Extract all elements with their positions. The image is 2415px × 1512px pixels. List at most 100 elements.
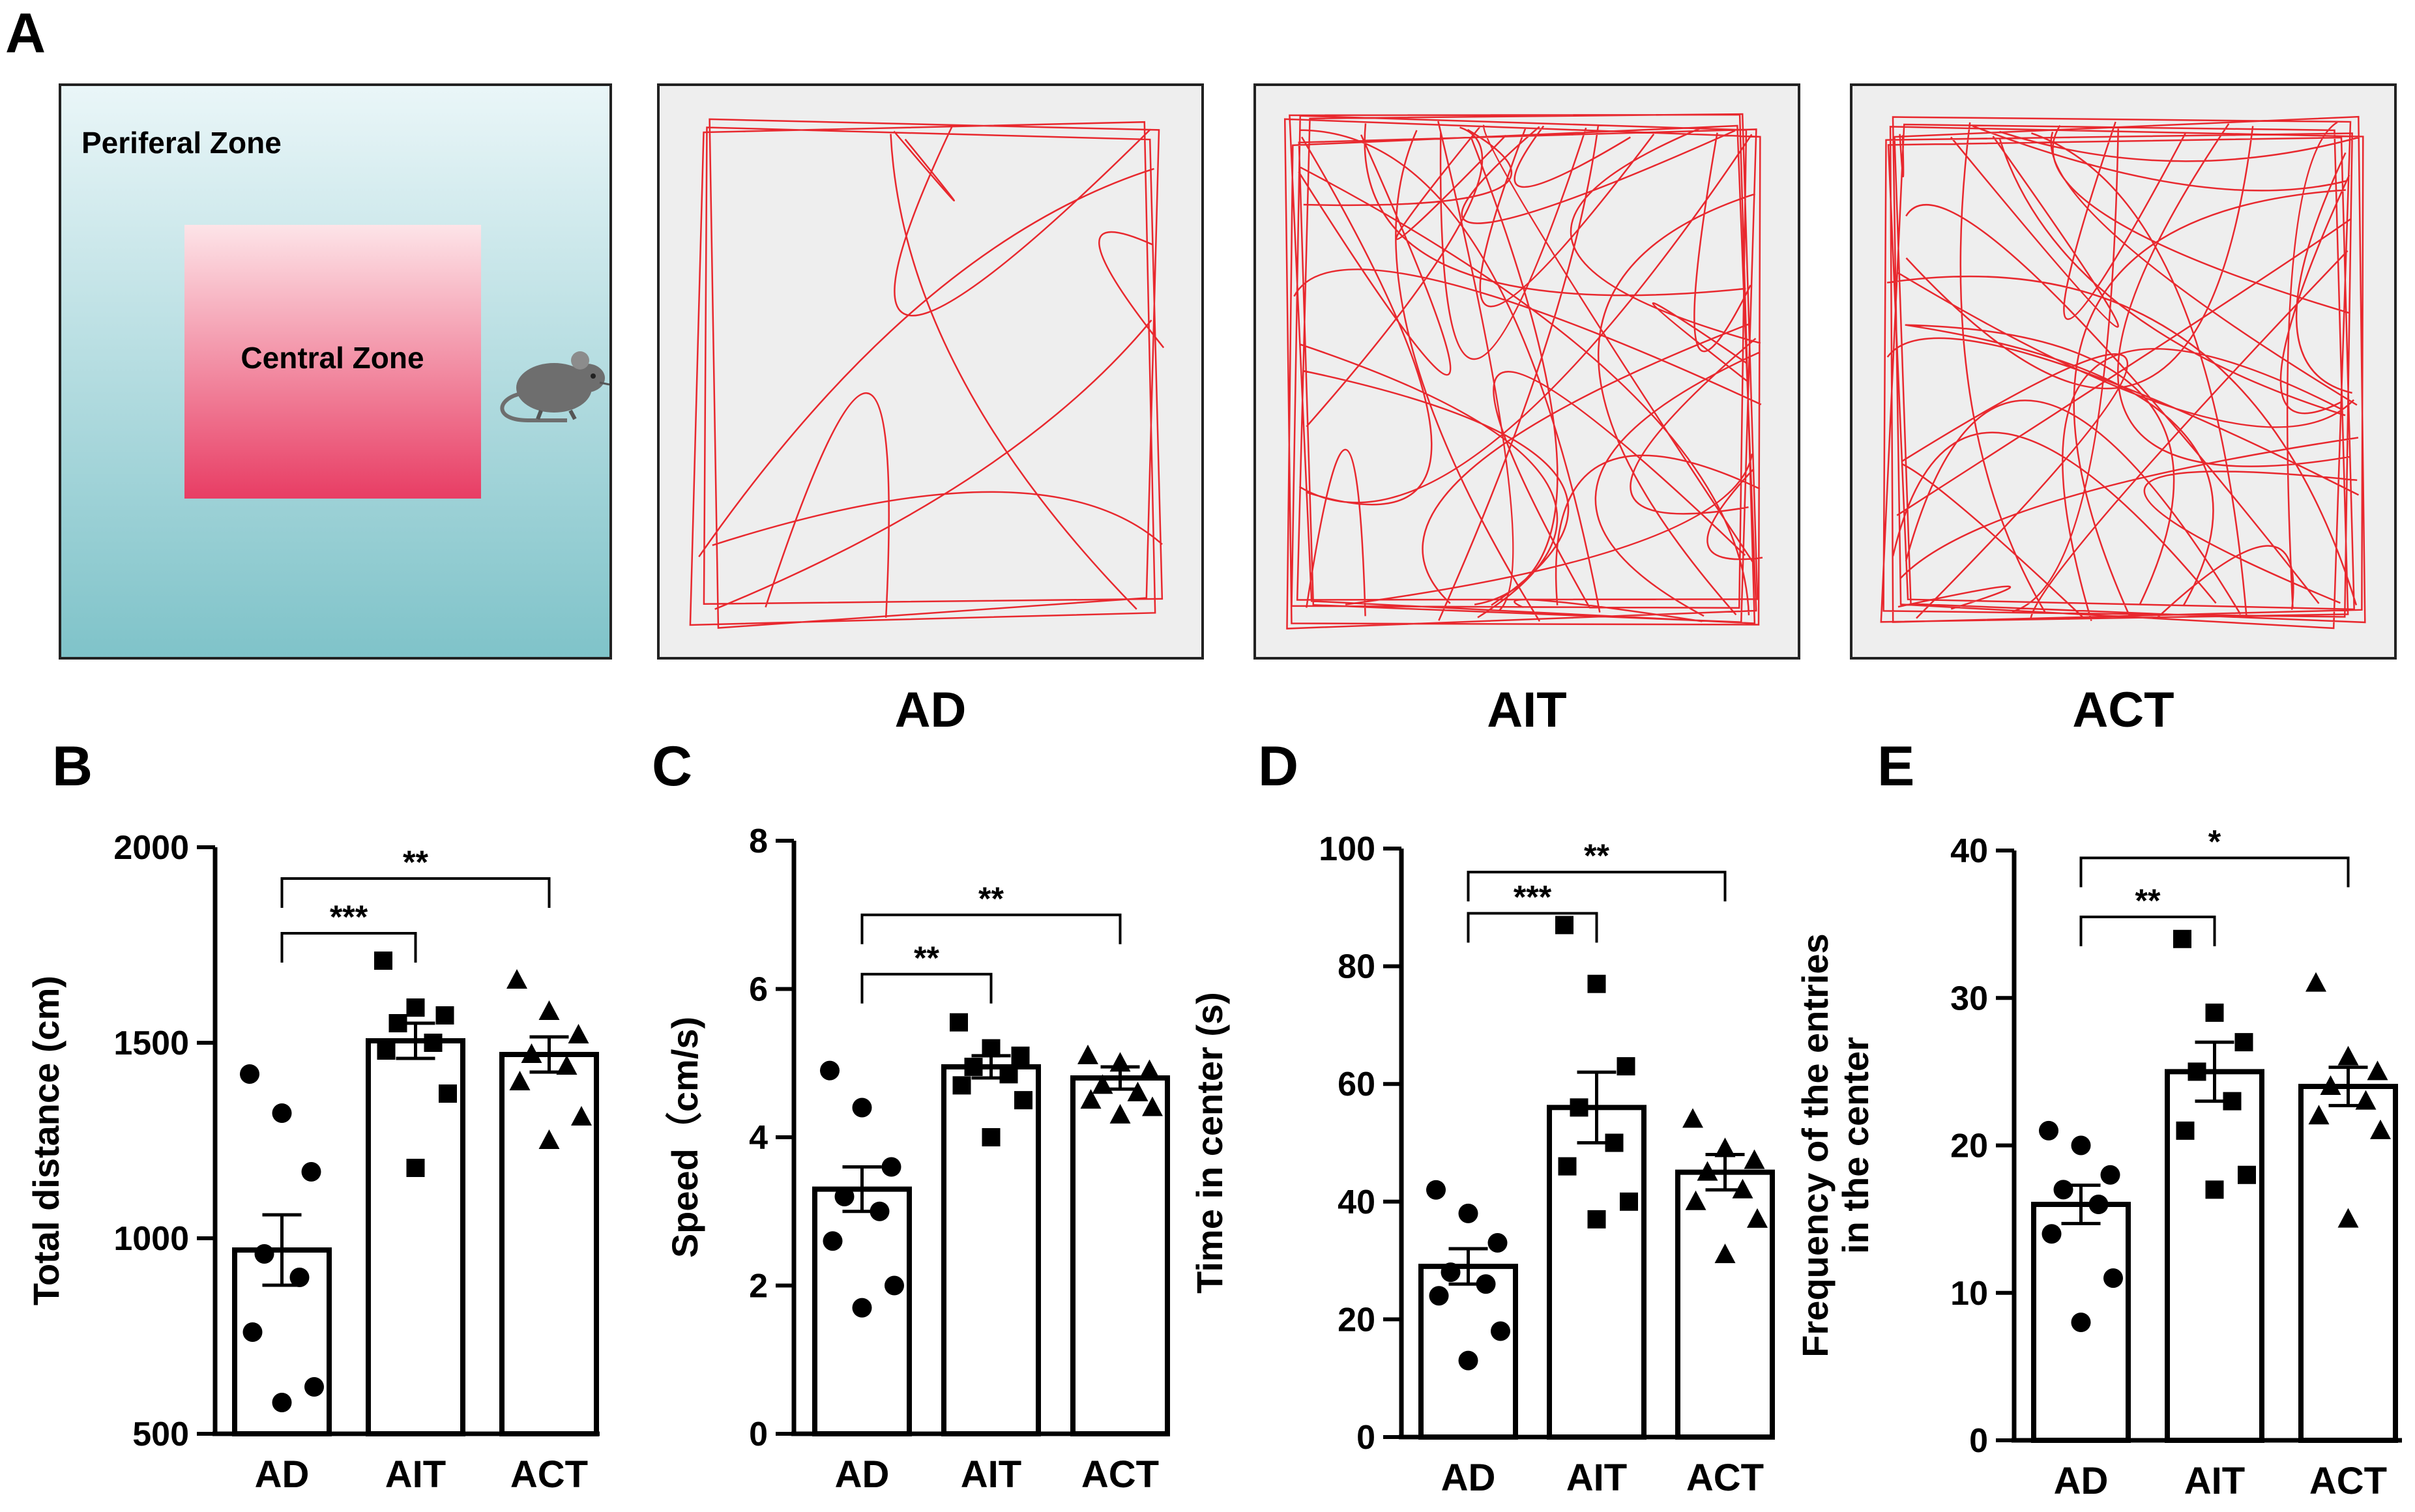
data-point-ad (272, 1393, 292, 1412)
chart-panel-c: C 0 2 4 6 8 Speed（cm/s) AD AIT ACT ** ** (652, 735, 1170, 1496)
data-point-ait (1605, 1133, 1624, 1152)
central-zone-label: Central Zone (241, 341, 424, 375)
track-plot-ad: AD (657, 83, 1204, 738)
category-label: ACT (2309, 1460, 2387, 1502)
y-tick-label: 6 (749, 971, 768, 1009)
data-point-ait (952, 1076, 971, 1095)
data-point-ait (406, 998, 425, 1017)
significance-label: ** (403, 844, 428, 880)
bar-ait (366, 1038, 465, 1436)
data-point-act (538, 1129, 560, 1149)
track-path (1880, 115, 2366, 630)
y-axis-title-line: Frequency of the entries (1794, 933, 1836, 1357)
significance-bracket (2079, 856, 2350, 888)
data-point-ad (2088, 1195, 2109, 1214)
data-point-act (556, 1055, 578, 1075)
data-point-ad (852, 1298, 872, 1318)
data-point-ait (1587, 974, 1606, 993)
significance-label: ** (2135, 882, 2161, 919)
data-point-act (1714, 1137, 1736, 1157)
y-axis-title-line: Time in center (s) (1189, 992, 1230, 1294)
y-tick-label: 40 (1950, 832, 1988, 870)
data-point-ait (377, 1041, 396, 1060)
y-tick-label: 2 (749, 1268, 768, 1305)
y-axis-title-line: Speed（cm/s) (664, 1017, 705, 1258)
data-point-act (509, 1071, 531, 1090)
data-point-ad (1426, 1180, 1446, 1200)
bar-ait (1547, 1105, 1647, 1440)
data-point-act (2370, 1119, 2391, 1139)
panel-a: A Periferal Zone Central Zone AD AIT ACT (5, 2, 2397, 738)
data-point-ad (301, 1162, 321, 1182)
category-label: AIT (1566, 1457, 1627, 1499)
data-point-ad (2071, 1313, 2091, 1332)
data-point-ad (1491, 1321, 1510, 1341)
bar-act (1070, 1075, 1170, 1436)
data-point-ad (240, 1064, 259, 1084)
data-point-ad (1441, 1262, 1461, 1283)
bar-act (2298, 1084, 2398, 1443)
data-point-act (571, 1106, 592, 1126)
data-point-ait (1555, 916, 1573, 935)
data-point-act (1127, 1081, 1149, 1101)
category-label: AD (1441, 1457, 1496, 1499)
data-point-ad (820, 1060, 840, 1081)
arena-diagram: Periferal Zone Central Zone (59, 83, 612, 660)
significance-label: ** (1584, 837, 1609, 874)
y-tick-label: 500 (132, 1416, 189, 1453)
y-tick-label: 1500 (113, 1025, 189, 1062)
data-point-ait (2234, 1033, 2253, 1052)
data-point-ad (852, 1098, 872, 1118)
data-point-act (2337, 1045, 2359, 1066)
significance-bracket (280, 877, 551, 908)
data-point-act (1747, 1208, 1768, 1228)
data-point-ait (435, 1006, 454, 1025)
data-point-act (1080, 1089, 1102, 1109)
track-plot-ait: AIT (1253, 83, 1800, 738)
data-point-ait (2238, 1165, 2256, 1184)
category-label: AIT (2184, 1460, 2245, 1502)
data-point-ad (2053, 1180, 2073, 1200)
chart-panel-d: D 0 20 40 60 80 100 Time in center (s) AD AIT ACT *… (1189, 735, 1775, 1499)
significance-label: ** (914, 940, 939, 976)
data-point-act (521, 1043, 542, 1063)
chart-panel-e: E 0 10 20 30 40 Frequency of the entries in the… (1794, 735, 2402, 1502)
y-tick-label: 1000 (113, 1220, 189, 1258)
y-axis-title-line: in the center (1835, 1037, 1876, 1254)
data-point-ad (272, 1103, 292, 1123)
data-point-ait (999, 1065, 1018, 1084)
mouse-icon (500, 351, 610, 422)
data-point-ait (2173, 929, 2191, 948)
y-tick-label: 8 (749, 822, 768, 860)
y-tick-label: 100 (1319, 830, 1375, 868)
y-tick-label: 0 (1969, 1422, 1988, 1460)
data-point-ait (964, 1057, 983, 1076)
panel-letter: E (1877, 735, 1914, 798)
category-label: AD (2054, 1460, 2109, 1502)
significance-label: ** (978, 880, 1004, 917)
track-frame (657, 83, 1204, 660)
data-point-ad (1487, 1233, 1508, 1253)
panel-letter: D (1258, 735, 1298, 798)
data-point-ait (2223, 1092, 2242, 1111)
significance-bracket (280, 932, 417, 963)
data-point-ait (1587, 1210, 1606, 1228)
significance-label: *** (330, 899, 368, 935)
track-path (689, 118, 1165, 629)
y-tick-label: 0 (749, 1416, 768, 1453)
data-point-act (1109, 1103, 1131, 1124)
category-label: AIT (385, 1453, 446, 1496)
data-point-ad (2100, 1165, 2120, 1185)
track-label: AIT (1487, 682, 1566, 738)
data-point-ad (870, 1201, 890, 1221)
data-point-act (2355, 1090, 2377, 1110)
track-frame (1253, 83, 1800, 660)
y-tick-label: 10 (1950, 1275, 1988, 1313)
data-point-act (1092, 1074, 1113, 1094)
panel-letter-a: A (5, 2, 46, 65)
bar-ait (941, 1064, 1041, 1436)
data-point-act (1685, 1190, 1706, 1210)
data-point-ait (1570, 1098, 1588, 1117)
data-point-ad (823, 1231, 843, 1251)
significance-label: * (2208, 823, 2221, 860)
